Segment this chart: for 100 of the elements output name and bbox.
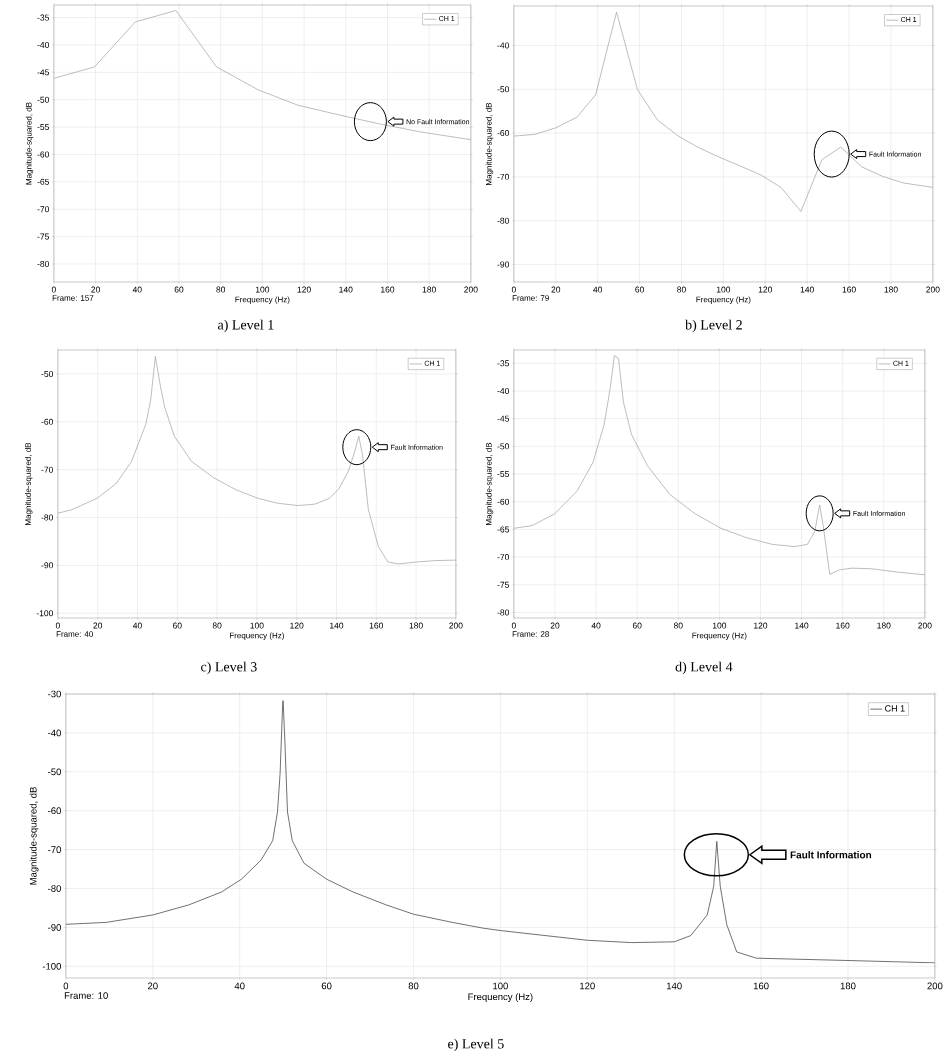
text: d) Level 4 bbox=[675, 661, 733, 675]
x-tick-label: 60 bbox=[174, 286, 184, 293]
y-tick-label: -35 bbox=[37, 14, 50, 21]
x-axis-title: Frequency (Hz) bbox=[468, 993, 533, 1002]
x-tick-label: 80 bbox=[677, 286, 686, 293]
text: e) Level 5 bbox=[448, 1038, 504, 1052]
y-tick-label: -40 bbox=[497, 42, 510, 49]
y-tick-label: -45 bbox=[37, 69, 50, 76]
x-tick-label: 120 bbox=[290, 622, 304, 629]
y-tick-label: -35 bbox=[497, 360, 510, 367]
x-tick-label: 120 bbox=[580, 982, 595, 990]
x-tick-label: 0 bbox=[51, 286, 56, 293]
x-tick-label: 160 bbox=[369, 622, 384, 629]
y-tick-label: -80 bbox=[41, 514, 54, 521]
x-tick-label: 140 bbox=[800, 286, 814, 293]
y-tick-label: -75 bbox=[37, 233, 50, 240]
y-tick-label: -90 bbox=[48, 924, 62, 931]
text: Frame: 157 bbox=[52, 295, 94, 301]
line-series bbox=[513, 355, 925, 576]
x-tick-label: 40 bbox=[234, 982, 245, 990]
text: Frame: 28 bbox=[512, 631, 549, 637]
x-tick-label: 200 bbox=[918, 622, 932, 629]
y-tick-label: -80 bbox=[48, 885, 62, 892]
y-tick-label: -80 bbox=[497, 609, 510, 616]
text: Frame: 40 bbox=[56, 631, 94, 637]
y-tick-label: -50 bbox=[497, 443, 510, 450]
x-axis-title: Frequency (Hz) bbox=[692, 632, 747, 640]
x-tick-label: 180 bbox=[884, 286, 898, 293]
y-tick-label: -50 bbox=[497, 86, 510, 93]
x-tick-label: 20 bbox=[148, 982, 158, 990]
y-tick-label: -90 bbox=[41, 562, 54, 569]
x-tick-label: 40 bbox=[133, 622, 142, 629]
x-tick-label: 180 bbox=[409, 622, 423, 629]
y-tick-label: -65 bbox=[497, 526, 510, 533]
y-tick-label: -100 bbox=[42, 962, 62, 970]
x-tick-label: 80 bbox=[212, 622, 222, 629]
y-tick-label: -50 bbox=[41, 370, 54, 377]
x-tick-label: 140 bbox=[795, 622, 809, 629]
y-tick-label: -40 bbox=[497, 387, 510, 394]
x-tick-label: 180 bbox=[877, 622, 891, 629]
x-tick-label: 20 bbox=[550, 622, 560, 629]
x-tick-label: 180 bbox=[422, 286, 436, 293]
y-tick-label: -40 bbox=[48, 729, 62, 737]
line-series bbox=[513, 11, 933, 212]
x-tick-label: 100 bbox=[493, 982, 508, 990]
x-tick-label: 40 bbox=[591, 622, 601, 629]
y-tick-label: -70 bbox=[41, 466, 54, 473]
y-tick-label: -30 bbox=[48, 690, 62, 698]
y-tick-label: -60 bbox=[37, 151, 50, 158]
annotation: Fault Information bbox=[790, 851, 872, 859]
line-series bbox=[53, 10, 471, 141]
y-tick-label: -100 bbox=[36, 610, 54, 617]
x-tick-label: 20 bbox=[91, 286, 101, 293]
legend-label: CH 1 bbox=[885, 705, 905, 712]
x-tick-label: 80 bbox=[216, 286, 226, 293]
x-tick-label: 200 bbox=[464, 286, 478, 293]
y-tick-label: -60 bbox=[41, 418, 54, 425]
x-tick-label: 160 bbox=[381, 286, 395, 293]
x-axis-title: Frequency (Hz) bbox=[235, 296, 290, 304]
y-tick-label: -50 bbox=[48, 768, 62, 776]
x-tick-label: 20 bbox=[93, 622, 103, 629]
x-axis-title: Frequency (Hz) bbox=[230, 632, 284, 640]
y-axis-title: Magnitude-squared, dB bbox=[485, 442, 494, 525]
y-tick-label: -60 bbox=[48, 807, 62, 815]
y-tick-label: -45 bbox=[497, 415, 510, 422]
y-tick-label: -90 bbox=[497, 261, 510, 268]
y-axis-title: Magnitude-squared, dB bbox=[485, 102, 494, 185]
x-tick-label: 120 bbox=[297, 286, 311, 293]
x-tick-label: 100 bbox=[717, 286, 731, 293]
x-tick-label: 200 bbox=[449, 622, 463, 629]
x-tick-label: 60 bbox=[635, 286, 645, 293]
x-tick-label: 40 bbox=[593, 286, 603, 293]
x-tick-label: 80 bbox=[674, 622, 683, 629]
x-tick-label: 180 bbox=[840, 982, 856, 990]
x-tick-label: 0 bbox=[63, 982, 69, 990]
x-tick-label: 200 bbox=[927, 982, 943, 990]
x-tick-label: 120 bbox=[754, 622, 768, 629]
y-axis-title: Magnitude-squared, dB bbox=[29, 787, 39, 885]
x-tick-label: 140 bbox=[330, 622, 344, 629]
x-tick-label: 100 bbox=[256, 286, 270, 293]
x-tick-label: 0 bbox=[55, 622, 60, 629]
x-tick-label: 120 bbox=[758, 286, 773, 293]
y-tick-label: -70 bbox=[48, 846, 62, 853]
y-tick-label: -75 bbox=[497, 581, 510, 588]
line-series bbox=[65, 700, 935, 964]
x-tick-label: 100 bbox=[250, 622, 264, 629]
x-tick-label: 160 bbox=[753, 982, 769, 990]
x-tick-label: 20 bbox=[551, 286, 561, 293]
y-tick-label: -50 bbox=[37, 96, 50, 103]
x-tick-label: 100 bbox=[713, 622, 727, 629]
x-tick-label: 40 bbox=[132, 286, 142, 293]
y-axis-title: Magnitude-squared, dB bbox=[25, 102, 34, 185]
y-tick-label: -60 bbox=[497, 130, 510, 137]
x-tick-label: 60 bbox=[173, 622, 182, 629]
x-tick-label: 160 bbox=[836, 622, 850, 629]
y-tick-label: -65 bbox=[37, 178, 50, 185]
text: Frame: 79 bbox=[512, 295, 549, 301]
x-axis-title: Frequency (Hz) bbox=[696, 296, 751, 304]
y-tick-label: -60 bbox=[497, 498, 510, 505]
y-tick-label: -40 bbox=[37, 41, 50, 48]
